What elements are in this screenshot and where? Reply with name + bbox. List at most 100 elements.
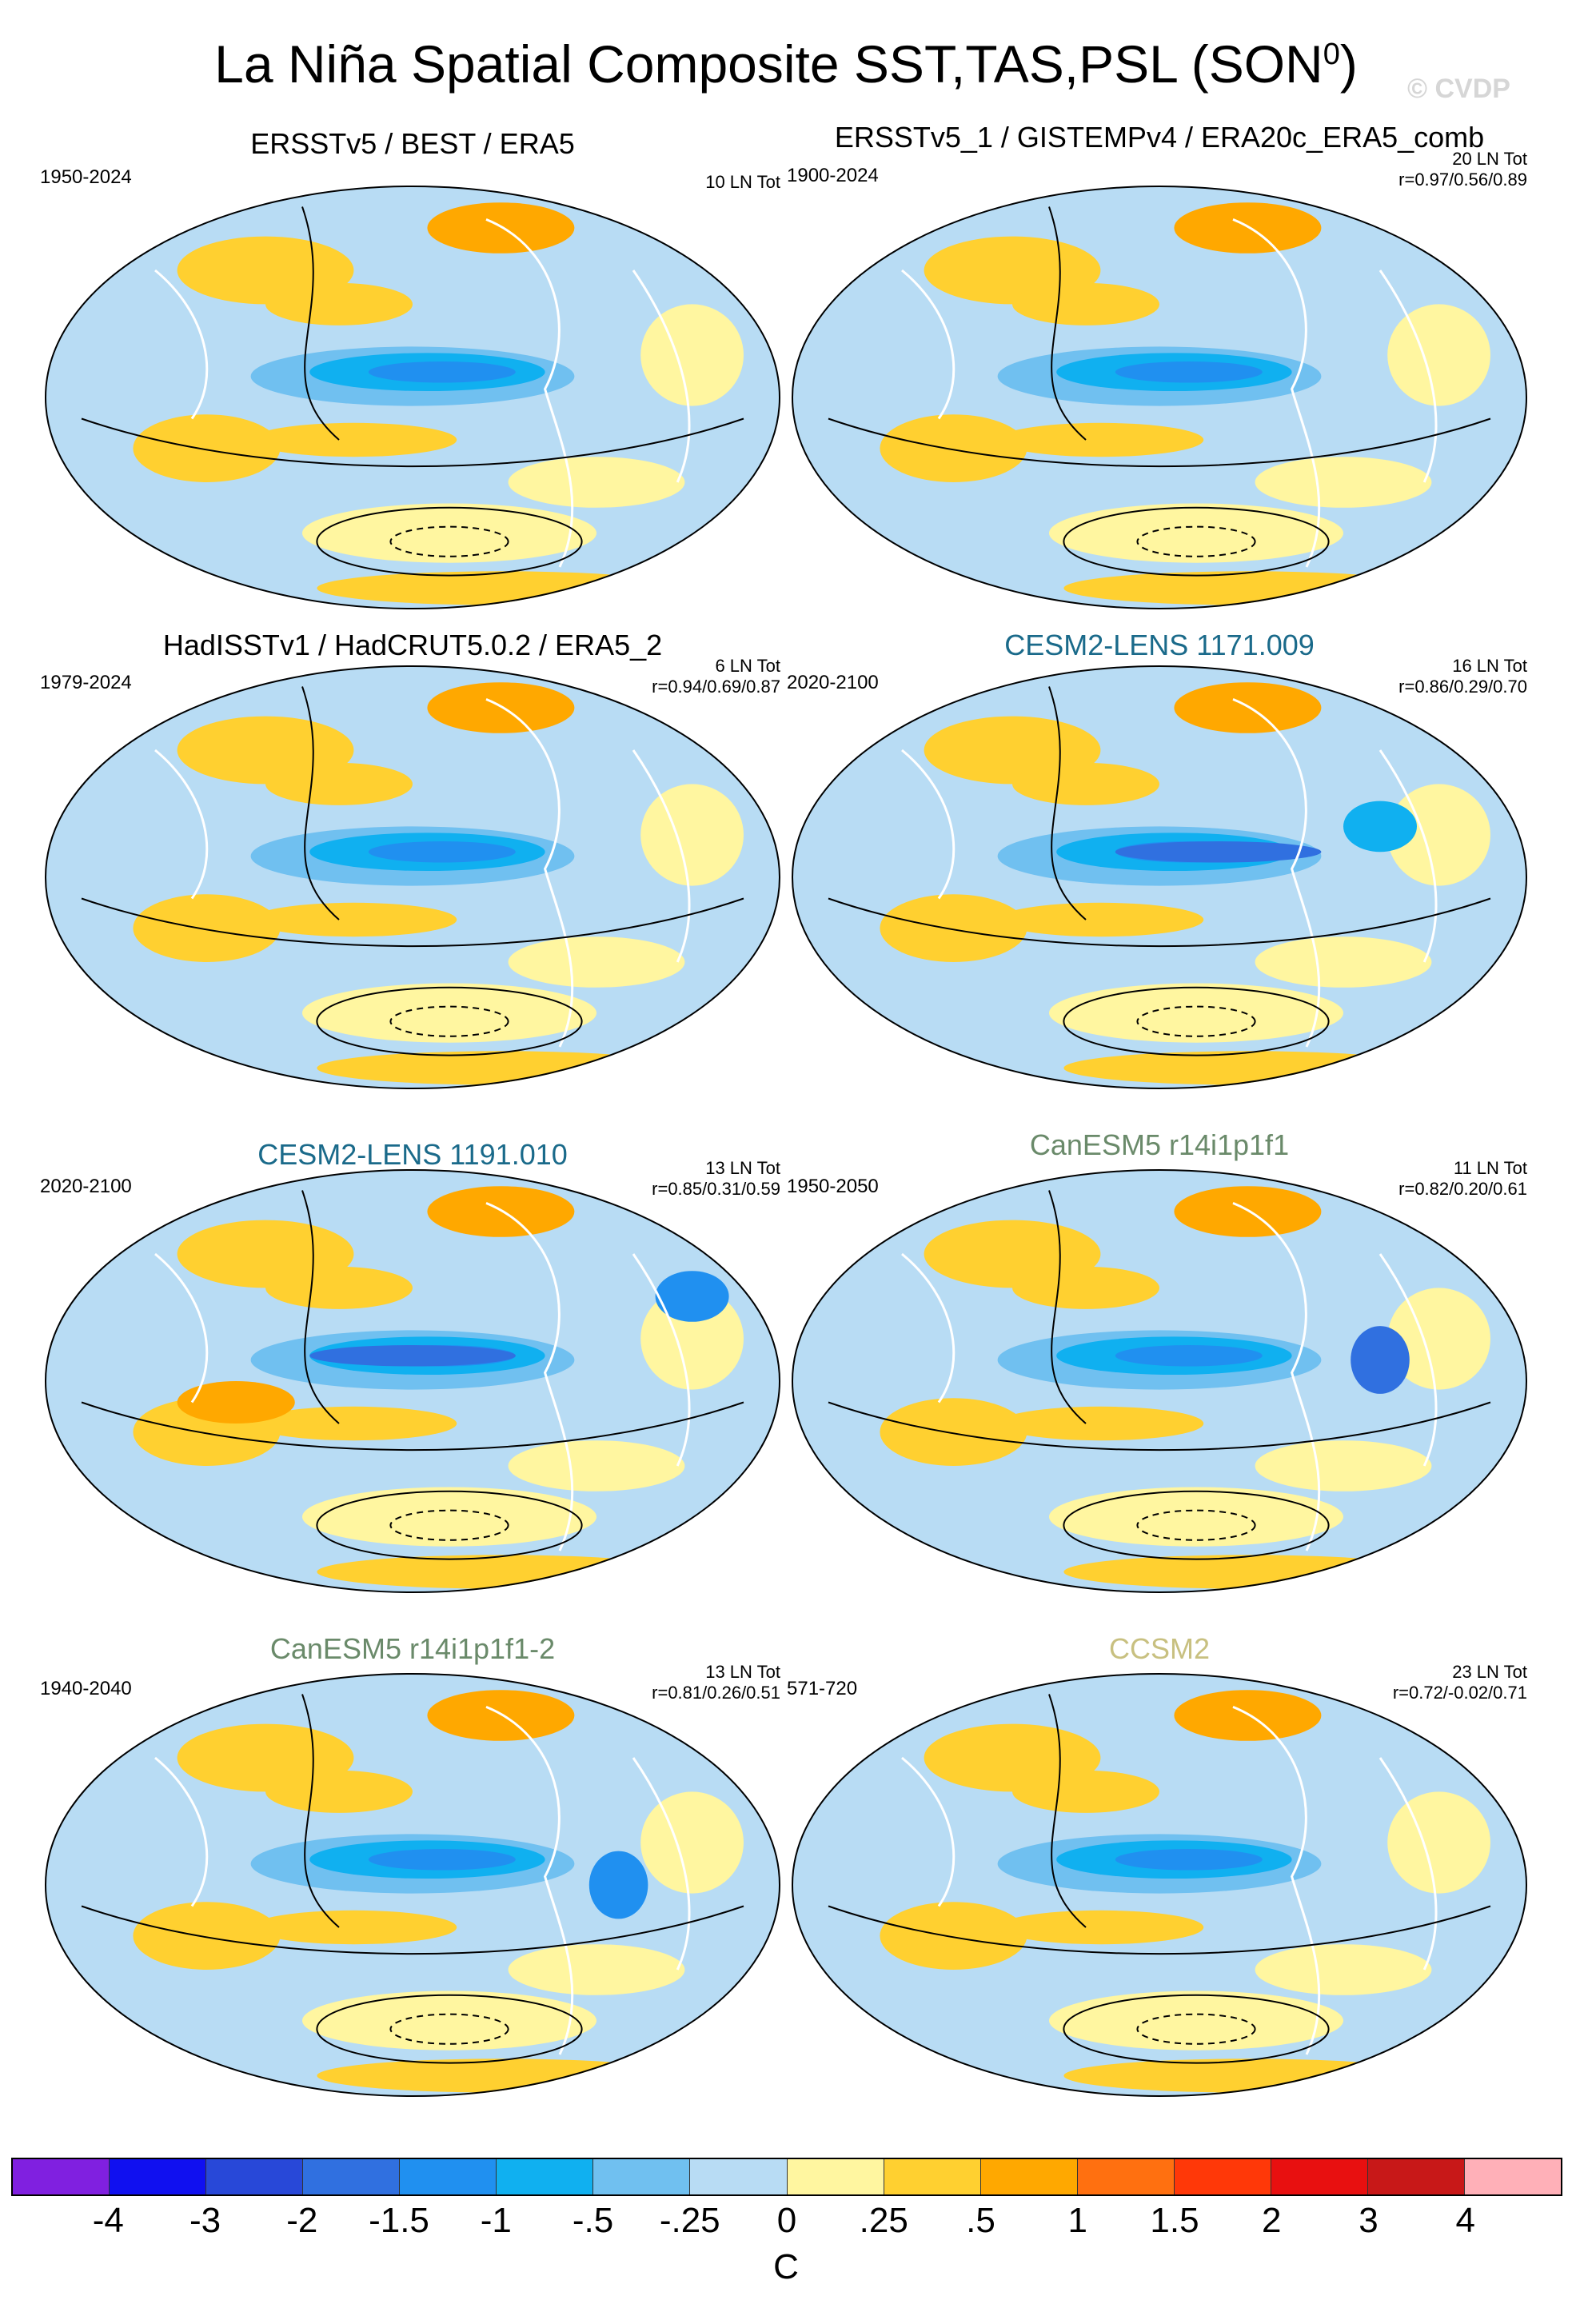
colorbar-tick-label: 2 [1262, 2201, 1282, 2240]
anomaly-field [1063, 571, 1432, 605]
colorbar-swatch [787, 2159, 884, 2194]
map-border [792, 1169, 1527, 1593]
anomaly-field [1012, 1266, 1159, 1309]
panel-count: 11 LN Tot [1453, 1158, 1527, 1178]
anomaly-field [265, 1770, 413, 1813]
pressure-contour-negative [1136, 1509, 1256, 1541]
anomaly-field [1255, 1944, 1432, 1995]
pressure-contour-negative [1136, 2013, 1256, 2045]
anomaly-field [1049, 983, 1343, 1043]
pressure-contour [1063, 986, 1330, 1056]
anomaly-field [1387, 304, 1490, 406]
anomaly-field [1049, 1487, 1343, 1547]
anomaly-field [640, 1791, 744, 1894]
map-border [45, 1673, 780, 2097]
colorbar-swatch [13, 2159, 110, 2194]
colorbar-swatch [1464, 2159, 1561, 2194]
anomaly-field [1012, 1770, 1159, 1813]
pressure-contour [828, 1905, 1491, 1955]
panel-stats: 11 LN Tot r=0.82/0.20/0.61 [1287, 1158, 1527, 1200]
anomaly-field [368, 841, 516, 863]
anomaly-field [133, 1902, 281, 1970]
colorbar-swatch [206, 2159, 304, 2194]
anomaly-field [880, 1902, 1027, 1970]
colorbar-swatch [980, 2159, 1078, 2194]
panel-title: CanESM5 r14i1p1f1 [1029, 1128, 1290, 1161]
anomaly-field [317, 2058, 685, 2093]
anomaly-field [1115, 361, 1263, 383]
colorbar-tick-label: 1 [1067, 2201, 1087, 2240]
colorbar-swatch [1077, 2159, 1175, 2194]
panel-title: ERSSTv5 / BEST / ERA5 [250, 127, 575, 160]
anomaly-field [1174, 682, 1322, 733]
colorbar-swatch [1271, 2159, 1368, 2194]
colorbar-tick-label: 4 [1455, 2201, 1475, 2240]
pressure-contour [301, 1190, 340, 1424]
anomaly-field [427, 1186, 575, 1237]
anomaly-field [1174, 202, 1322, 254]
anomaly-field [302, 1991, 596, 2050]
colorbar-tick-label: 3 [1359, 2201, 1378, 2240]
panel-years: 1950-2024 [40, 166, 132, 188]
anomaly-field [368, 1848, 516, 1871]
anomaly-field [1115, 1848, 1263, 1871]
anomaly-field [880, 414, 1027, 482]
pressure-contour [1063, 1994, 1330, 2064]
anomaly-field [133, 894, 281, 962]
panel-title: ERSSTv5_1 / GISTEMPv4 / ERA20c_ERA5_comb [834, 121, 1485, 154]
panel-title: CESM2-LENS 1191.010 [257, 1138, 568, 1171]
pressure-contour [81, 897, 744, 948]
colorbar-swatch [110, 2159, 207, 2194]
pressure-contour [828, 417, 1491, 468]
map-border [45, 186, 780, 609]
composite-map [45, 186, 780, 609]
panel-title: HadISSTv1 / HadCRUT5.0.2 / ERA5_2 [162, 629, 663, 661]
anomaly-field [1063, 1051, 1432, 1085]
anomaly-field [1174, 1186, 1322, 1237]
composite-map [792, 665, 1527, 1089]
panel-title: CanESM5 r14i1p1f1-2 [269, 1632, 556, 1665]
anomaly-field [1063, 1555, 1432, 1589]
coastline [154, 1706, 691, 2055]
anomaly-field [250, 1406, 457, 1441]
anomaly-field [368, 361, 516, 383]
pressure-contour [1063, 1490, 1330, 1560]
anomaly-field [1063, 2058, 1432, 2093]
colorbar-tick-label: -.5 [572, 2201, 614, 2240]
panel-stats: 10 LN Tot [541, 172, 780, 193]
map-border [792, 1673, 1527, 2097]
pressure-contour [1048, 1190, 1087, 1424]
anomaly-field [133, 414, 281, 482]
anomaly-field [265, 282, 413, 325]
panel-count: 13 LN Tot [705, 1158, 780, 1178]
pressure-contour [316, 506, 583, 577]
colorbar-tick-label: -2 [286, 2201, 318, 2240]
anomaly-field [880, 894, 1027, 962]
composite-map [792, 1673, 1527, 2097]
anomaly-field [1115, 841, 1322, 863]
pressure-contour-negative [1136, 525, 1256, 557]
anomaly-field [1049, 503, 1343, 563]
panel-correlation: r=0.81/0.26/0.51 [652, 1683, 780, 1703]
anomaly-field [1115, 1344, 1263, 1367]
pressure-contour [81, 417, 744, 468]
panel-correlation: r=0.72/-0.02/0.71 [1392, 1683, 1527, 1703]
panel-title: CESM2-LENS 1171.009 [1004, 629, 1315, 661]
panel-years: 571-720 [787, 1678, 858, 1699]
panel-stats: 13 LN Tot r=0.85/0.31/0.59 [541, 1158, 780, 1200]
anomaly-field [427, 1690, 575, 1741]
pressure-contour [316, 1994, 583, 2064]
anomaly-field [1255, 936, 1432, 988]
anomaly-field [427, 682, 575, 733]
anomaly-field [640, 304, 744, 406]
pressure-contour [301, 686, 340, 920]
pressure-contour [316, 1490, 583, 1560]
colorbar-tick-label: .25 [859, 2201, 908, 2240]
composite-map [45, 1169, 780, 1593]
colorbar-tick-label: 0 [776, 2201, 797, 2240]
pressure-contour [1048, 1694, 1087, 1928]
anomaly-field [302, 1487, 596, 1547]
pressure-contour [81, 1401, 744, 1452]
colorbar-swatch [1174, 2159, 1271, 2194]
pressure-contour-negative [389, 2013, 509, 2045]
